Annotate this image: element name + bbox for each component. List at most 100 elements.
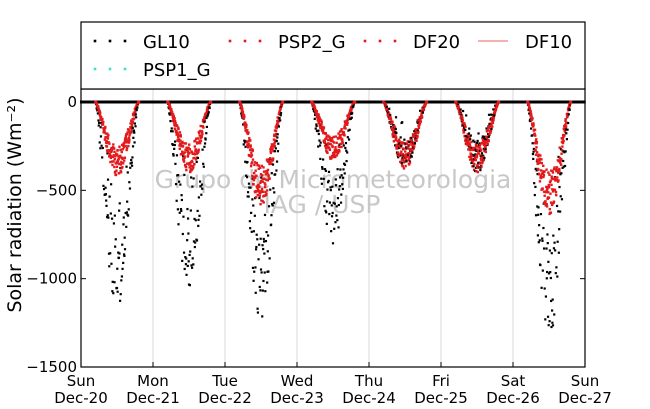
red-series-point (113, 165, 116, 169)
gl10-point (344, 146, 347, 150)
red-series-point (391, 127, 394, 131)
gl10-point (114, 238, 117, 241)
gl10-point (180, 194, 183, 197)
red-series-point (252, 178, 256, 182)
red-series-point (461, 116, 464, 119)
red-series-point (106, 132, 109, 135)
gl10-point (341, 183, 344, 186)
red-series-point (331, 154, 335, 157)
gl10-point (116, 290, 119, 293)
red-series-point (472, 168, 476, 171)
red-series-point (330, 139, 333, 142)
red-series-point (470, 140, 473, 144)
gl10-point (189, 209, 192, 212)
gl10-point (262, 240, 266, 243)
red-series-point (256, 188, 260, 191)
red-series-point (475, 155, 479, 158)
red-series-point (340, 128, 343, 131)
red-series-point (394, 138, 397, 142)
red-series-point (545, 205, 549, 208)
red-series-point (130, 125, 134, 128)
red-series-point (324, 131, 328, 135)
red-series-point (559, 161, 562, 165)
red-series-point (117, 172, 121, 175)
gl10-point (186, 264, 189, 268)
red-series-point (408, 161, 412, 164)
gl10-point (174, 183, 178, 186)
red-series-point (554, 190, 558, 194)
red-series-point (192, 166, 195, 169)
red-series-point (276, 123, 279, 126)
red-series-point (119, 148, 122, 152)
gl10-point (261, 244, 264, 247)
gl10-point (183, 173, 186, 176)
red-series-point (343, 124, 346, 128)
red-series-point (126, 139, 130, 142)
gl10-point (176, 208, 179, 211)
red-series-point (128, 134, 131, 137)
red-series-point (495, 104, 499, 108)
gl10-point (251, 266, 255, 269)
red-series-point (260, 199, 263, 202)
red-series-point (407, 163, 411, 166)
gl10-point (182, 251, 186, 254)
red-series-point (558, 146, 561, 149)
gl10-point (530, 127, 533, 130)
red-series-point (205, 107, 209, 110)
red-series-point (179, 135, 182, 138)
gl10-point (111, 280, 114, 283)
gl10-point (180, 198, 183, 202)
red-series-point (557, 179, 560, 182)
red-series-point (200, 135, 203, 138)
red-series-point (544, 204, 547, 207)
gl10-point (118, 202, 121, 205)
red-series-point (404, 158, 408, 161)
red-series-point (497, 100, 501, 104)
red-series-point (123, 138, 127, 142)
red-series-point (532, 123, 535, 127)
gl10-point (565, 132, 568, 135)
gl10-point (326, 188, 329, 191)
gl10-point (121, 267, 124, 270)
gl10-point (121, 243, 124, 246)
red-series-point (538, 161, 542, 164)
red-series-point (551, 188, 554, 191)
gl10-point (195, 239, 199, 242)
red-series-point (395, 145, 399, 149)
red-series-point (491, 125, 494, 128)
red-series-point (261, 177, 264, 180)
red-series-point (412, 147, 415, 151)
gl10-point (181, 259, 184, 262)
red-series-point (534, 134, 537, 137)
gl10-point (553, 241, 556, 244)
gl10-point (185, 257, 188, 260)
x-tick-label-date: Dec-20 (54, 389, 108, 407)
gl10-point (183, 267, 186, 271)
red-series-point (111, 155, 115, 158)
gl10-point (108, 265, 111, 268)
red-series-point (537, 161, 541, 164)
gl10-point (106, 178, 110, 181)
red-series-point (119, 171, 123, 174)
gl10-point (551, 324, 555, 327)
red-series-point (404, 164, 407, 168)
red-series-point (466, 144, 470, 147)
x-tick-label-day: Wed (281, 372, 314, 390)
red-series-point (261, 174, 264, 177)
red-series-point (318, 119, 321, 122)
legend-marker-psp2-g (228, 39, 232, 43)
red-series-point (170, 108, 173, 111)
red-series-point (552, 177, 555, 181)
red-series-point (549, 201, 553, 204)
gl10-point (276, 136, 279, 139)
red-series-point (101, 123, 105, 126)
red-series-point (198, 134, 201, 137)
gl10-point (534, 167, 537, 171)
gl10-point (198, 214, 201, 217)
red-series-point (248, 148, 252, 152)
red-series-point (115, 169, 118, 172)
red-series-point (113, 157, 116, 161)
red-series-point (182, 160, 186, 163)
red-series-point (413, 145, 416, 148)
gl10-point (258, 243, 261, 246)
